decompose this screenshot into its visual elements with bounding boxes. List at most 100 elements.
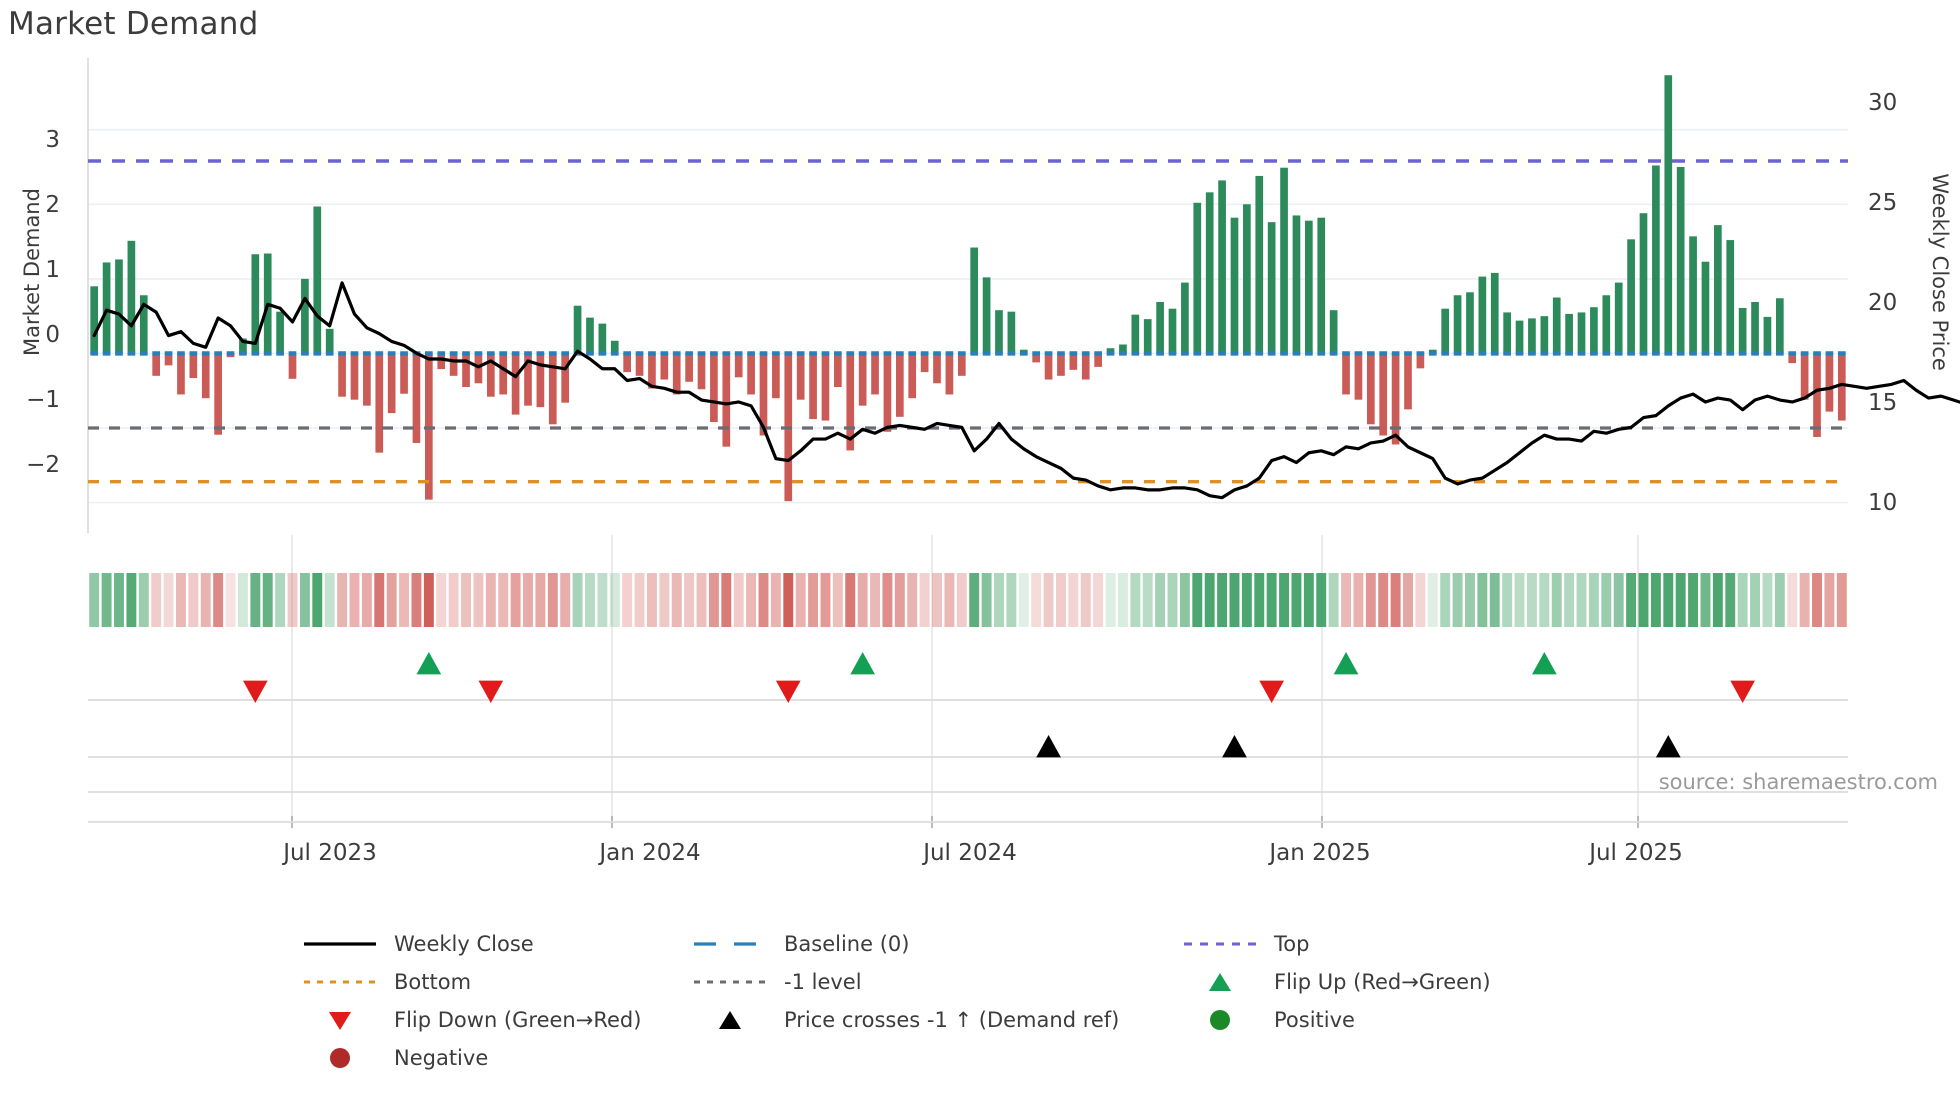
heatmap-cell	[114, 573, 124, 627]
demand-bar	[1329, 310, 1338, 354]
legend-item-price-cross[interactable]: Price crosses -1 ↑ (Demand ref)	[690, 1001, 1180, 1039]
heatmap-cell	[994, 573, 1004, 627]
heatmap-cell	[299, 573, 310, 627]
flip-up-marker[interactable]	[1531, 652, 1557, 675]
demand-bar	[499, 353, 508, 395]
heatmap-cell	[1502, 573, 1513, 627]
heatmap-cell	[572, 573, 583, 627]
demand-bar	[536, 353, 545, 408]
baseline-segment	[895, 351, 904, 356]
demand-bar	[1143, 319, 1152, 354]
flip-up-marker[interactable]	[850, 652, 875, 675]
demand-bar	[1168, 308, 1177, 354]
demand-bar	[412, 353, 421, 443]
price-cross-marker[interactable]	[1222, 735, 1247, 758]
heatmap-cell	[1093, 573, 1104, 627]
heatmap-cell	[547, 573, 558, 627]
demand-bar	[102, 262, 111, 354]
baseline-segment	[152, 351, 161, 356]
y-tick-right-4: 10	[1868, 490, 1898, 516]
demand-bar	[1032, 353, 1041, 363]
legend-item-baseline[interactable]: Baseline (0)	[690, 925, 1180, 963]
demand-bar	[1379, 353, 1388, 436]
dotted-line-icon	[300, 967, 380, 997]
baseline-segment	[648, 351, 656, 356]
flip-down-marker[interactable]	[1730, 680, 1755, 703]
heatmap-cell	[1192, 573, 1203, 627]
baseline-segment	[1280, 351, 1288, 356]
price-cross-marker[interactable]	[1036, 735, 1061, 758]
demand-bar	[933, 353, 941, 384]
legend-item-positive[interactable]: Positive	[1180, 1001, 1560, 1039]
baseline-segment	[139, 351, 148, 356]
legend-item-flip-up[interactable]: Flip Up (Red→Green)	[1180, 963, 1560, 1001]
legend-label: Top	[1274, 932, 1310, 956]
baseline-segment	[1775, 351, 1784, 356]
legend-item-bottom[interactable]: Bottom	[300, 963, 690, 1001]
demand-bar	[1478, 276, 1487, 354]
baseline-segment	[1837, 351, 1846, 356]
flip-down-marker[interactable]	[242, 680, 268, 703]
baseline-segment	[276, 351, 284, 356]
dotted-line-icon	[690, 967, 770, 997]
demand-bar	[610, 340, 619, 354]
baseline-segment	[759, 351, 768, 356]
heatmap-cell	[498, 573, 509, 627]
price-cross-marker[interactable]	[1655, 735, 1681, 758]
legend-item-flip-down[interactable]: Flip Down (Green→Red)	[300, 1001, 690, 1039]
demand-bar	[710, 353, 718, 423]
heatmap-cell	[944, 573, 955, 627]
demand-bar	[164, 353, 173, 366]
y-tick-right-2: 20	[1868, 290, 1898, 316]
demand-bar	[524, 353, 532, 406]
flip-down-marker[interactable]	[1259, 680, 1285, 703]
heatmap-cell	[448, 573, 459, 627]
baseline-segment	[945, 351, 954, 356]
demand-bar	[883, 353, 892, 432]
baseline-segment	[288, 351, 297, 356]
y-tick-left-1: 2	[45, 192, 60, 218]
demand-bar	[1652, 165, 1660, 354]
heatmap-cell	[312, 573, 323, 627]
dotted-line-icon	[1180, 929, 1260, 959]
demand-bar	[1057, 353, 1065, 376]
heatmap-cell	[1551, 573, 1562, 627]
baseline-segment	[1738, 351, 1747, 356]
legend-label: -1 level	[784, 970, 862, 994]
baseline-segment	[449, 351, 458, 356]
demand-bar	[1119, 344, 1127, 354]
heatmap-cell	[845, 573, 856, 627]
heatmap-cell	[411, 573, 422, 627]
demand-bar	[139, 295, 148, 354]
heatmap-cell	[1762, 573, 1773, 627]
heatmap-cell	[1043, 573, 1054, 627]
baseline-segment	[226, 351, 235, 356]
baseline-segment	[970, 351, 979, 356]
demand-bar	[1181, 282, 1189, 354]
demand-bar	[1590, 307, 1598, 354]
demand-bar	[970, 247, 979, 354]
legend-item-minus-one-level[interactable]: -1 level	[690, 963, 1180, 1001]
heatmap-cell	[721, 573, 732, 627]
legend-label: Weekly Close	[394, 932, 534, 956]
baseline-segment	[635, 351, 644, 356]
baseline-segment	[486, 351, 495, 356]
baseline-segment	[1391, 351, 1400, 356]
baseline-segment	[598, 351, 607, 356]
baseline-segment	[871, 351, 879, 356]
baseline-segment	[1044, 351, 1053, 356]
demand-bar	[1205, 192, 1214, 354]
flip-down-marker[interactable]	[478, 680, 504, 703]
legend-item-weekly-close[interactable]: Weekly Close	[300, 925, 690, 963]
legend-item-top[interactable]: Top	[1180, 925, 1560, 963]
legend-item-negative[interactable]: Negative	[300, 1039, 690, 1077]
demand-bar	[1131, 314, 1140, 354]
chart-legend: Weekly Close Baseline (0) Top Bottom -1 …	[300, 925, 1700, 1077]
heatmap-cell	[1291, 573, 1302, 627]
flip-up-marker[interactable]	[1333, 652, 1359, 675]
flip-up-marker[interactable]	[416, 652, 442, 675]
flip-down-marker[interactable]	[775, 680, 801, 703]
heatmap-cell	[1179, 573, 1190, 627]
baseline-segment	[102, 351, 111, 356]
heatmap-cell	[1613, 573, 1624, 627]
